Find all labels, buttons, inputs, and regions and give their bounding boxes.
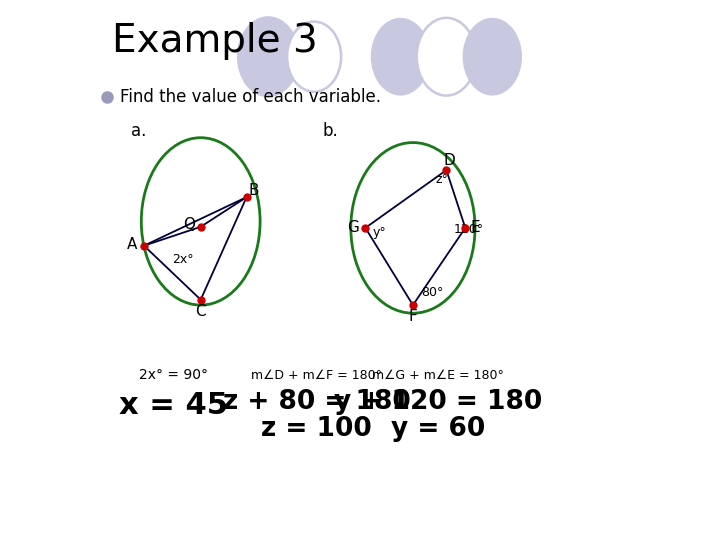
Text: G: G: [348, 220, 359, 235]
Ellipse shape: [462, 18, 522, 96]
Ellipse shape: [237, 16, 300, 97]
Text: Find the value of each variable.: Find the value of each variable.: [120, 88, 381, 106]
Text: a.: a.: [130, 123, 146, 140]
Text: x = 45: x = 45: [120, 390, 228, 420]
Text: A: A: [127, 237, 138, 252]
Text: 2x° = 90°: 2x° = 90°: [139, 368, 208, 382]
Text: C: C: [195, 304, 206, 319]
Text: y = 60: y = 60: [391, 416, 485, 442]
Ellipse shape: [417, 18, 476, 96]
Text: Q: Q: [183, 217, 195, 232]
Text: z + 80 = 180: z + 80 = 180: [223, 389, 410, 415]
Ellipse shape: [141, 138, 260, 305]
Text: 2x°: 2x°: [173, 253, 194, 266]
Text: z°: z°: [436, 173, 449, 186]
Text: z = 100: z = 100: [261, 416, 372, 442]
Text: 80°: 80°: [422, 286, 444, 299]
Ellipse shape: [351, 143, 475, 313]
Text: m∠D + m∠F = 180°: m∠D + m∠F = 180°: [251, 369, 382, 382]
Text: E: E: [470, 220, 480, 235]
Ellipse shape: [287, 22, 341, 92]
Text: 120°: 120°: [454, 223, 484, 236]
Text: D: D: [444, 153, 455, 168]
Text: Example 3: Example 3: [112, 22, 318, 59]
Text: B: B: [249, 183, 259, 198]
Text: y°: y°: [372, 226, 386, 239]
Text: y + 120 = 180: y + 120 = 180: [334, 389, 542, 415]
Text: F: F: [408, 309, 418, 325]
Ellipse shape: [371, 18, 431, 96]
Text: m∠G + m∠E = 180°: m∠G + m∠E = 180°: [372, 369, 504, 382]
Text: b.: b.: [323, 123, 338, 140]
